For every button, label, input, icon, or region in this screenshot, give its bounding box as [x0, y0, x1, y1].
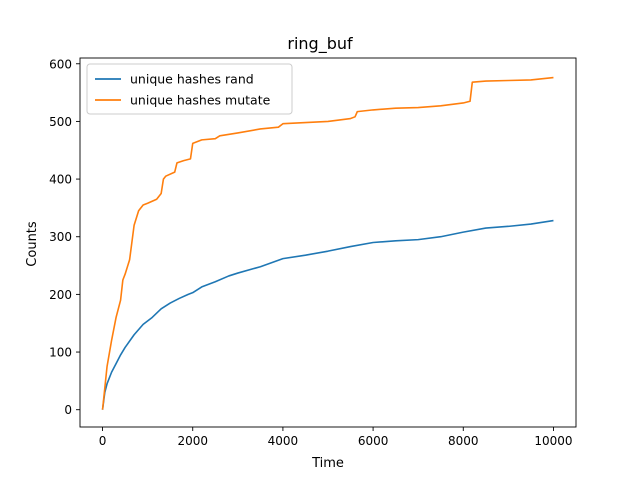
y-tick-label: 200 — [49, 288, 72, 302]
x-tick-label: 6000 — [358, 434, 389, 448]
y-axis-label: Counts — [25, 221, 40, 267]
series-line-0 — [101, 219, 554, 410]
chart-title: ring_buf — [287, 34, 353, 54]
x-tick-label: 10000 — [534, 434, 572, 448]
x-tick-label: 8000 — [448, 434, 479, 448]
legend-label-0: unique hashes rand — [130, 72, 254, 87]
x-tick-label: 4000 — [268, 434, 299, 448]
plot-area — [79, 57, 577, 428]
y-tick-label: 100 — [49, 346, 72, 360]
y-tick-label: 400 — [49, 173, 72, 187]
series-line-1 — [101, 76, 554, 410]
x-axis: 0 2000 4000 6000 8000 10000 — [99, 427, 573, 448]
legend-label-1: unique hashes mutate — [130, 93, 271, 108]
legend-box — [86, 63, 293, 115]
legend: unique hashes rand unique hashes mutate — [86, 63, 293, 115]
y-tick-label: 0 — [64, 403, 72, 417]
plot-frame — [79, 57, 577, 428]
y-axis: 0 100 200 300 400 500 600 — [49, 57, 80, 417]
y-tick-label: 500 — [49, 115, 72, 129]
x-tick-label: 0 — [99, 434, 107, 448]
x-axis-label: Time — [311, 456, 344, 471]
y-tick-label: 300 — [49, 230, 72, 244]
x-tick-label: 2000 — [177, 434, 208, 448]
y-tick-label: 600 — [49, 57, 72, 71]
